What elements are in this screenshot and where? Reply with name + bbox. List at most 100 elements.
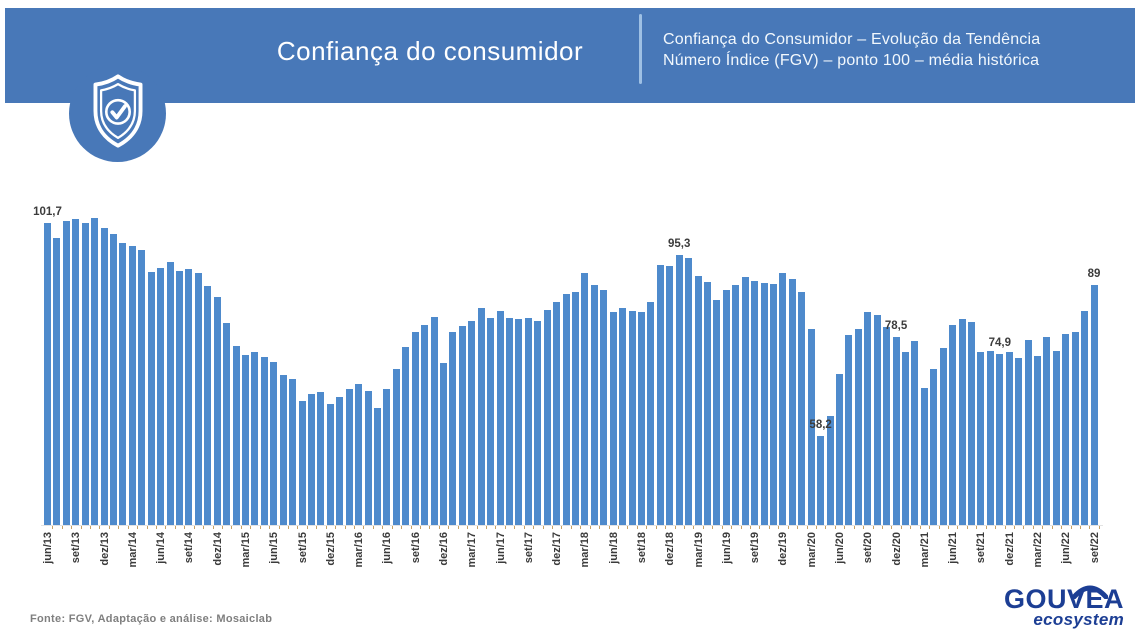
- axis-tick: [61, 526, 63, 529]
- value-label: 58,2: [809, 419, 832, 431]
- source-note: Fonte: FGV, Adaptação e análise: Mosaicl…: [30, 613, 273, 625]
- bar: [62, 221, 70, 525]
- x-axis-label: set/15: [296, 532, 309, 564]
- bar: [760, 282, 768, 525]
- bar: [157, 268, 165, 525]
- bar: [458, 325, 466, 525]
- bar-chart: jun/13 set/13 dez/13 mar/14 jun/14 set/14 dez/…: [33, 206, 1103, 567]
- bar: [628, 310, 636, 525]
- axis-tick: [674, 526, 676, 529]
- bar: [440, 362, 447, 525]
- axis-tick: [193, 526, 195, 529]
- bar: [402, 347, 410, 525]
- bar: [949, 325, 957, 525]
- axis-tick: [297, 526, 299, 529]
- bar: [364, 391, 372, 525]
- bar: [100, 228, 108, 525]
- axis-tick: [863, 526, 865, 529]
- axis-tick: [712, 526, 714, 529]
- bar: [562, 293, 570, 525]
- bar: [53, 237, 61, 525]
- bar: [355, 384, 363, 525]
- x-axis-label: set/20: [862, 532, 875, 564]
- header-divider: [639, 14, 642, 84]
- bar: [996, 354, 1004, 525]
- bar: [326, 404, 334, 525]
- axis-tick: [749, 526, 751, 529]
- axis-tick: [287, 526, 289, 529]
- bar: [883, 327, 891, 525]
- axis-tick: [269, 526, 271, 529]
- bar: [930, 368, 938, 525]
- bar: [1043, 337, 1051, 525]
- axis-tick: [1042, 526, 1044, 529]
- value-label: 101,7: [33, 206, 62, 219]
- x-axis-label: dez/20: [890, 532, 903, 566]
- bar: [147, 272, 155, 525]
- bar: [1015, 358, 1023, 525]
- axis-tick: [504, 526, 506, 529]
- axis-tick: [231, 526, 233, 529]
- axis-tick: [731, 526, 733, 529]
- logo-wordmark: GOUVEA: [1003, 584, 1124, 614]
- axis-tick: [976, 526, 978, 529]
- bar: [741, 277, 749, 525]
- x-axis-label: mar/14: [126, 532, 139, 568]
- bar: [939, 347, 947, 525]
- bar: [854, 328, 862, 525]
- axis-tick: [137, 526, 139, 529]
- axis-tick: [721, 526, 723, 529]
- axis-tick: [1089, 526, 1091, 529]
- bar: [468, 321, 476, 525]
- axis-tick: [165, 526, 167, 529]
- x-axis-label: mar/18: [579, 532, 592, 568]
- bar: [270, 361, 278, 525]
- bar: [807, 328, 815, 525]
- axis-tick: [259, 526, 261, 529]
- axis-tick: [636, 526, 638, 529]
- x-axis-label: set/14: [183, 532, 196, 564]
- x-axis-label: jun/22: [1060, 532, 1073, 564]
- axis-tick: [655, 526, 657, 529]
- axis-tick: [947, 526, 949, 529]
- bar: [713, 300, 721, 525]
- company-logo: GOUVEA ecosystem: [994, 586, 1124, 636]
- axis-tick: [1051, 526, 1053, 529]
- x-axis-label: mar/20: [805, 532, 818, 568]
- axis-tick: [325, 526, 327, 529]
- axis-tick: [372, 526, 374, 529]
- axis-tick: [1013, 526, 1015, 529]
- axis-tick: [306, 526, 308, 529]
- x-axis-label: dez/17: [551, 532, 564, 566]
- axis-tick: [768, 526, 770, 529]
- x-axis-line: [41, 525, 1103, 526]
- badge: [69, 65, 166, 162]
- axis-tick: [900, 526, 902, 529]
- x-axis-label: jun/15: [268, 532, 281, 564]
- bar: [826, 415, 834, 525]
- bar: [1090, 285, 1098, 525]
- axis-tick: [966, 526, 968, 529]
- axis-tick: [1079, 526, 1081, 529]
- bar: [864, 312, 872, 525]
- bar: [232, 345, 240, 525]
- axis-tick: [52, 526, 54, 529]
- subtitle-line-2: Número Índice (FGV) – ponto 100 – média …: [663, 52, 1040, 69]
- bar: [72, 219, 80, 525]
- axis-tick: [919, 526, 921, 529]
- bar: [91, 218, 99, 525]
- axis-tick: [495, 526, 497, 529]
- bar: [581, 273, 589, 525]
- axis-tick: [71, 526, 73, 529]
- x-axis-label: set/22: [1088, 532, 1101, 564]
- x-axis-label: dez/14: [211, 532, 224, 566]
- axis-tick: [683, 526, 685, 529]
- bar: [374, 407, 381, 525]
- axis-tick: [1061, 526, 1063, 529]
- axis-tick: [1023, 526, 1025, 529]
- axis-tick: [627, 526, 629, 529]
- x-axis-label: dez/16: [438, 532, 450, 566]
- axis-tick: [353, 526, 355, 529]
- x-axis-label: mar/17: [466, 532, 479, 568]
- bar: [685, 258, 693, 525]
